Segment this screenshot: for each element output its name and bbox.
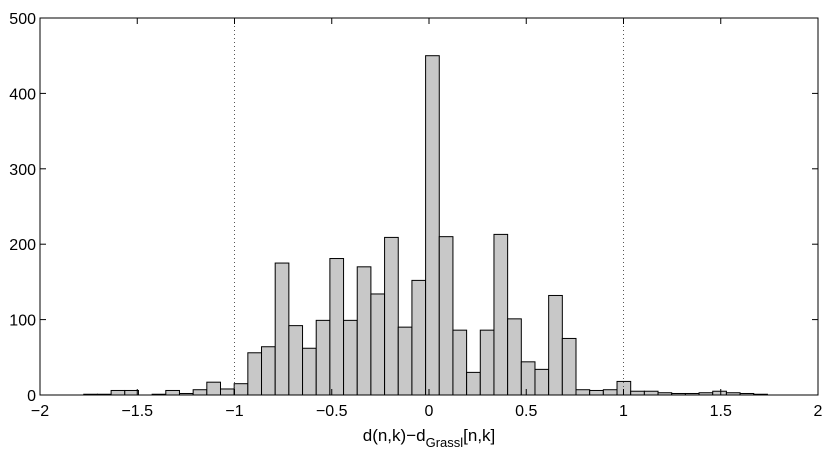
histogram-bar (438, 236, 454, 396)
histogram-bar (302, 347, 317, 396)
histogram-bar (575, 389, 591, 396)
histogram-bar (397, 326, 413, 396)
histogram-bar (315, 319, 331, 396)
histogram-bar (261, 346, 276, 396)
x-tick-label: 2 (814, 403, 823, 420)
histogram-bar (206, 381, 221, 396)
histogram-bar (274, 262, 290, 396)
x-tick-label: 0 (425, 403, 434, 420)
histogram-bar (165, 389, 180, 396)
histogram-bar (479, 329, 495, 396)
histogram-bar (589, 389, 604, 396)
histogram-bar (602, 389, 618, 396)
histogram-bar (466, 371, 481, 396)
x-tick-label: 1.5 (710, 403, 732, 420)
histogram-bar (643, 390, 659, 396)
histogram-bar (329, 258, 345, 396)
histogram-bar (219, 388, 235, 396)
histogram-bar (343, 319, 358, 396)
histogram-bar (384, 236, 399, 396)
histogram-bar (425, 55, 440, 396)
reference-lines (234, 18, 624, 395)
y-tick-label: 500 (9, 11, 36, 28)
y-tick-label: 300 (9, 162, 36, 179)
x-tick-label: −2 (31, 403, 49, 420)
y-tick-label: 400 (9, 86, 36, 103)
x-axis-label-main: d(n,k)−d (363, 426, 426, 445)
histogram-bar (534, 368, 550, 396)
histogram-bar (411, 279, 427, 396)
histogram-bar (288, 325, 304, 396)
axis-ticks: −2 −1.5 −1 −0.5 0 0.5 1 1.5 2 0 100 200 300 400 500 (9, 11, 822, 420)
histogram-bar (370, 293, 386, 396)
histogram-bar (712, 390, 727, 396)
x-tick-label: −1 (225, 403, 243, 420)
y-tick-label: 0 (27, 388, 36, 405)
histogram-bar (507, 318, 522, 396)
histogram-bar (520, 361, 536, 396)
histogram-bar (110, 389, 126, 396)
histogram-bar (493, 233, 509, 396)
histogram-bar (124, 389, 139, 396)
x-tick-label: −1.5 (121, 403, 153, 420)
histogram-bar (630, 390, 645, 396)
x-tick-label: 1 (619, 403, 628, 420)
x-axis-label-subscript: Grassl (426, 435, 464, 450)
y-tick-label: 200 (9, 237, 36, 254)
x-axis-label-suffix: [n,k] (463, 426, 495, 445)
histogram-bar (452, 329, 468, 396)
histogram-bar (561, 337, 577, 396)
histogram-bar (233, 383, 249, 396)
histogram-bar (548, 294, 563, 396)
histogram-bar (356, 266, 372, 396)
bars-group (83, 55, 768, 396)
x-tick-label: 0.5 (515, 403, 537, 420)
histogram-bar (192, 389, 208, 396)
y-tick-label: 100 (9, 313, 36, 330)
histogram-bar (247, 352, 263, 396)
x-axis-label: d(n,k)−dGrassl[n,k] (363, 426, 496, 450)
x-tick-label: −0.5 (316, 403, 348, 420)
